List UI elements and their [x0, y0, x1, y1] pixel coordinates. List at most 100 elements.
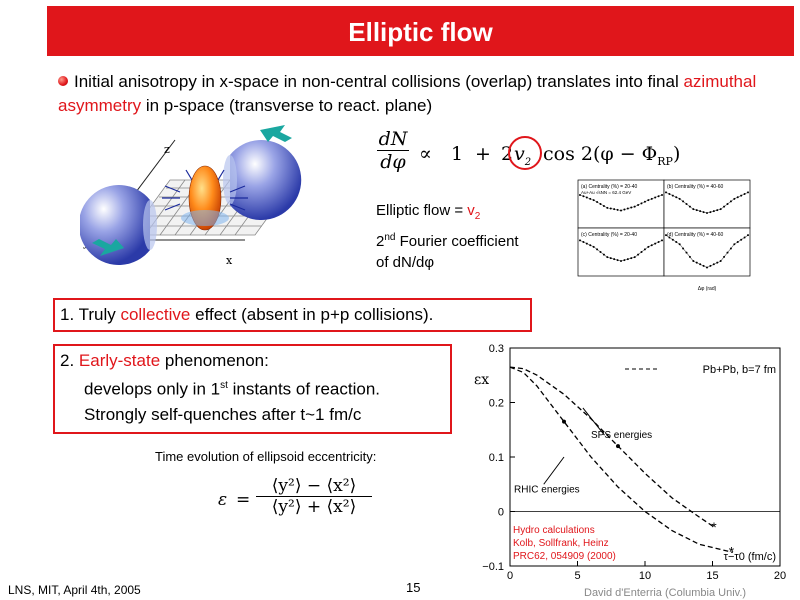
overlap-shadow — [181, 210, 229, 226]
formula-lhs: dN dφ — [377, 128, 409, 173]
panel-point — [716, 209, 719, 212]
panel-point — [702, 211, 705, 214]
panel-point — [626, 258, 629, 261]
panel-point — [585, 242, 588, 245]
panel-point — [640, 251, 643, 253]
point-marker-0 — [616, 444, 620, 449]
box2-line2-pre: develops only in 1 — [84, 379, 221, 399]
footer-venue: LNS, MIT, April 4th, 2005 — [8, 583, 141, 597]
elliptic-flow-note: Elliptic flow = v2 2nd Fourier coefficie… — [376, 200, 556, 273]
x-axis-label: τ−τ0 (fm/c) — [724, 551, 776, 563]
panel-point — [733, 197, 736, 200]
motion-arrow-bottom-icon — [92, 239, 124, 256]
flow-arrows — [162, 169, 248, 211]
panel-label-0: (a) Centrality (%) = 20-40 — [581, 184, 637, 190]
box2-line2: develops only in 1st instants of reactio… — [60, 373, 450, 402]
panel-point — [685, 203, 688, 205]
panel-point — [668, 236, 671, 239]
eps-num: ⟨y²⟩ − ⟨x²⟩ — [271, 476, 357, 496]
panel-point — [647, 199, 650, 202]
panel-point — [616, 259, 619, 262]
panel-point — [709, 264, 712, 267]
x-tick-label: 5 — [574, 570, 580, 582]
panel-point — [661, 193, 663, 196]
panel-point — [592, 245, 595, 248]
panel-point — [685, 251, 688, 254]
y-tick-label: 0.3 — [489, 343, 504, 355]
hydro-citation: Hydro calculations Kolb, Sollfrank, Hein… — [513, 524, 616, 563]
panel-point — [602, 253, 605, 256]
panel-point — [606, 206, 609, 209]
panel-point — [740, 194, 743, 197]
panel-point — [606, 256, 609, 259]
box2-highlight: Early-state — [78, 351, 161, 370]
note-v-sub: 2 — [474, 211, 481, 222]
annotation-sps-arrow — [582, 407, 605, 436]
panel-point — [699, 263, 702, 266]
panel-point — [726, 251, 729, 254]
formula-plus: + — [475, 143, 491, 165]
hydro-line3: PRC62, 054909 (2000) — [513, 551, 616, 562]
panel-frame-1 — [663, 179, 751, 229]
bullet-highlight: azimuthal asymmetry — [58, 72, 757, 115]
panel-point — [654, 196, 657, 199]
note-v: v — [467, 202, 475, 219]
end-marker-1: * — [729, 543, 735, 559]
bullet-text-pre: Initial anisotropy in x-space in non-cen… — [74, 72, 684, 91]
formula-one: 1 — [451, 143, 464, 165]
panel-point — [706, 212, 708, 215]
x-tick-label: 0 — [507, 570, 513, 582]
panel-point — [740, 238, 743, 241]
panel-point — [692, 260, 695, 263]
y-tick-label: −0.1 — [482, 561, 504, 573]
panel-point — [633, 256, 636, 259]
panel-point — [678, 197, 681, 200]
panel-point — [626, 207, 629, 210]
panel-point — [709, 211, 712, 214]
eps-fraction: ⟨y²⟩ − ⟨x²⟩ ⟨y²⟩ + ⟨x²⟩ — [256, 476, 372, 517]
panel-label-2: (c) Centrality (%) = 20-40 — [581, 232, 637, 238]
panel-point — [589, 244, 592, 247]
box2-line2-post: instants of reaction. — [227, 379, 381, 399]
box2-post: phenomenon: — [160, 351, 269, 370]
motion-arrow-top-icon — [260, 125, 292, 142]
intro-bullet: Initial anisotropy in x-space in non-cen… — [58, 70, 778, 118]
panel-frame-0 — [577, 179, 665, 229]
panel-point — [643, 248, 646, 251]
panel-label-3: (d) Centrality (%) = 40-60 — [667, 232, 723, 238]
box2-line2-sup: st — [220, 380, 228, 391]
box2-num: 2. — [60, 351, 79, 370]
panel-point — [623, 259, 626, 262]
nucleus-left-cut — [143, 200, 157, 250]
panel-point — [582, 195, 585, 198]
note-line1-text: Elliptic flow = — [376, 202, 468, 219]
formula-cos: cos 2(φ − ΦRP) — [543, 143, 680, 168]
y-tick-label: 0 — [498, 507, 504, 519]
end-marker-0: * — [711, 519, 717, 535]
box1-num: 1. Truly — [60, 305, 121, 324]
panel-point — [702, 264, 705, 267]
panel-point — [668, 192, 671, 195]
box2-line3: Strongly self-quenches after t~1 fm/c — [84, 404, 362, 424]
panel-point — [688, 205, 691, 208]
panel-point — [647, 245, 650, 248]
panel-point — [688, 255, 691, 258]
axis-x-label: x — [226, 254, 233, 267]
footer-author: David d'Enterria (Columbia Univ.) — [584, 587, 747, 599]
box1-highlight: collective — [120, 305, 191, 324]
panel-point — [620, 209, 622, 212]
panel-point — [712, 210, 715, 213]
x-tick-label: 20 — [774, 570, 786, 582]
panel-point — [723, 255, 726, 258]
panel-point — [716, 261, 719, 264]
panel-point — [592, 199, 595, 202]
x-tick-label: 15 — [706, 570, 718, 582]
panel-note-0: Au+Au √sNN = 62.4 GeV — [581, 190, 631, 195]
formula-lhs-num: dN — [378, 128, 408, 150]
panel-point — [743, 236, 746, 239]
point-early-state-box: 2. Early-state phenomenon: develops only… — [53, 344, 452, 434]
note-line2-pre: 2 — [376, 233, 385, 250]
panel-point — [579, 239, 581, 242]
panel-point — [675, 240, 678, 243]
